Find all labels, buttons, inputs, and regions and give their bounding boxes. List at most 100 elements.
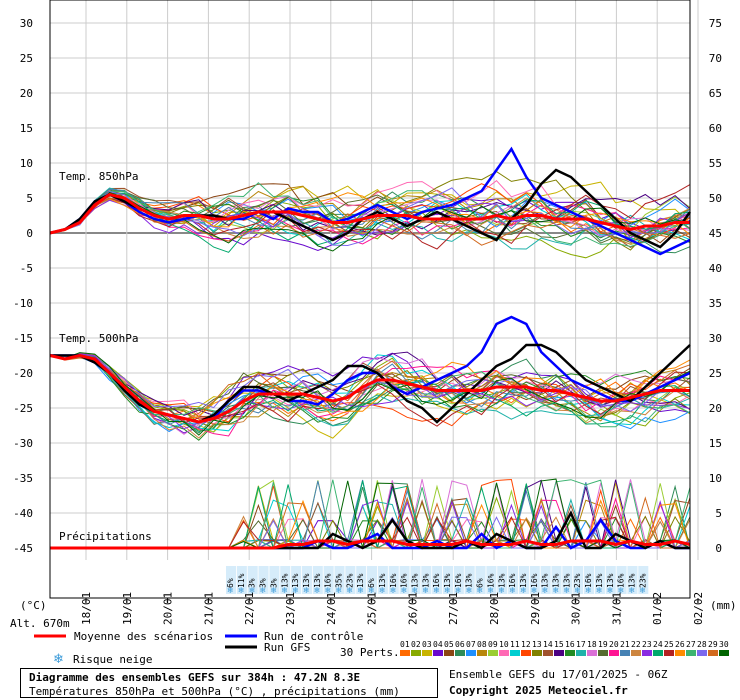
perturbation-legend: 01 02 03 04 05 06 07 08 09 10 11 12 13 14 15 16 17 18 19 20… <box>400 640 729 656</box>
y-tick-right: 30 <box>709 332 722 345</box>
snow-cell <box>301 566 312 594</box>
snow-risk-pct: 13% <box>519 573 528 588</box>
snow-cell <box>486 566 497 594</box>
snow-risk-pct: 13% <box>443 573 452 588</box>
snow-cell <box>312 566 323 594</box>
y-tick-right: 20 <box>709 402 722 415</box>
y-tick-left: -15 <box>13 332 33 345</box>
snow-risk-pct: 23% <box>345 573 354 588</box>
legend-snow-label: Risque neige <box>73 653 152 666</box>
snow-risk-pct: 16% <box>508 573 517 588</box>
snow-cell <box>605 566 616 594</box>
perturbation-number: 07 <box>466 640 476 649</box>
perturbation-number: 18 <box>587 640 597 649</box>
snow-cell <box>453 566 464 594</box>
snow-risk-pct: 13% <box>497 573 506 588</box>
snow-cell <box>345 566 356 594</box>
snow-cell <box>226 566 236 594</box>
perturbation-swatch <box>642 650 652 656</box>
y-axis-left: 30 25 20 15 10 5 0 -5 -10 -15 -20 -25 -30 -35 -40 -45 <box>13 17 33 555</box>
x-tick-label: 23/01 <box>284 592 297 625</box>
snowflake-icon: ❄ <box>509 586 516 595</box>
snow-risk-pct: 13% <box>627 573 636 588</box>
snow-cell <box>323 566 334 594</box>
y-tick-left: 30 <box>20 17 33 30</box>
snow-risk-pct: 16% <box>324 573 333 588</box>
y-tick-right: 55 <box>709 157 722 170</box>
x-tick-label: 02/02 <box>692 592 705 625</box>
y-tick-left: -25 <box>13 402 33 415</box>
y-tick-left: -30 <box>13 437 33 450</box>
snow-risk-pct: 16% <box>389 573 398 588</box>
y-tick-left: -40 <box>13 507 33 520</box>
snow-risk-pct: 13% <box>541 573 550 588</box>
y-tick-right: 35 <box>709 297 722 310</box>
perturbation-swatch <box>543 650 553 656</box>
snow-risk-pct: 6% <box>226 578 235 588</box>
legend: Moyenne des scénarios Run de contrôle Ru… <box>34 630 729 667</box>
snow-cell <box>367 566 378 594</box>
snow-cell <box>562 566 573 594</box>
x-tick-label: 25/01 <box>366 592 379 625</box>
snow-risk-pct: 11% <box>237 573 246 588</box>
snow-risk-pct: 16% <box>400 573 409 588</box>
x-tick-label: 27/01 <box>447 592 460 625</box>
snow-risk-pct: 16% <box>454 573 463 588</box>
perturbation-number: 02 <box>411 640 421 649</box>
pert-t850-line <box>49 188 691 244</box>
altitude-label: Alt. 670m <box>10 617 70 630</box>
snowflake-icon: ❄ <box>444 586 451 595</box>
x-tick-label: 30/01 <box>570 592 583 625</box>
snow-cell <box>356 566 367 594</box>
perturbation-number: 12 <box>521 640 531 649</box>
snowflake-icon: ❄ <box>639 586 646 595</box>
y-tick-left: -10 <box>13 297 33 310</box>
snow-cell <box>464 566 475 594</box>
snow-cell <box>443 566 453 594</box>
snowflake-icon: ❄ <box>390 586 397 595</box>
snow-risk-band: 6%❄11%❄3%❄3%❄3%❄13%❄13%❄13%❄13%❄16%❄35%❄… <box>226 566 649 595</box>
snowflake-icon: ❄ <box>303 586 310 595</box>
legend-gfs-label: Run GFS <box>264 641 310 654</box>
snow-cell <box>399 566 410 594</box>
perturbation-swatch <box>455 650 465 656</box>
perturbation-swatch <box>433 650 443 656</box>
perturbation-swatch <box>664 650 674 656</box>
snow-cell <box>410 566 421 594</box>
y-tick-left: -20 <box>13 367 33 380</box>
y-tick-left: 15 <box>20 122 33 135</box>
snow-risk-pct: 13% <box>606 573 615 588</box>
snowflake-icon: ❄ <box>325 586 332 595</box>
snow-cell <box>529 566 540 594</box>
snow-risk-pct: 6% <box>476 578 485 588</box>
mean-t500-line <box>49 353 690 424</box>
perturbation-number: 22 <box>631 640 641 649</box>
snow-cell <box>573 566 584 594</box>
perturbation-swatch <box>422 650 432 656</box>
left-unit: (°C) <box>20 599 47 612</box>
snow-risk-pct: 16% <box>486 573 495 588</box>
x-tick-label: 31/01 <box>610 592 623 625</box>
snowflake-icon: ❄ <box>357 586 364 595</box>
x-tick-label: 21/01 <box>202 592 215 625</box>
perturbation-number: 15 <box>554 640 564 649</box>
snow-risk-pct: 16% <box>530 573 539 588</box>
perturbation-number: 05 <box>444 640 454 649</box>
perturbation-number: 28 <box>697 640 707 649</box>
x-tick-label: 29/01 <box>529 592 542 625</box>
x-tick-label: 24/01 <box>325 592 338 625</box>
perturbation-number: 20 <box>609 640 619 649</box>
pert-t850-line <box>49 187 691 250</box>
pert-t500-line <box>49 352 691 439</box>
perturbation-swatch <box>708 650 718 656</box>
snow-risk-pct: 3% <box>269 578 278 588</box>
y-tick-left: 10 <box>20 157 33 170</box>
snowflake-icon: ❄ <box>553 586 560 595</box>
snowflake-icon: ❄ <box>422 586 429 595</box>
mean-t850-line <box>49 192 690 235</box>
perturbation-swatch <box>532 650 542 656</box>
snow-cell <box>638 566 649 594</box>
perturbation-swatch <box>488 650 498 656</box>
snow-risk-pct: 13% <box>595 573 604 588</box>
snowflake-icon: ❄ <box>227 586 234 595</box>
